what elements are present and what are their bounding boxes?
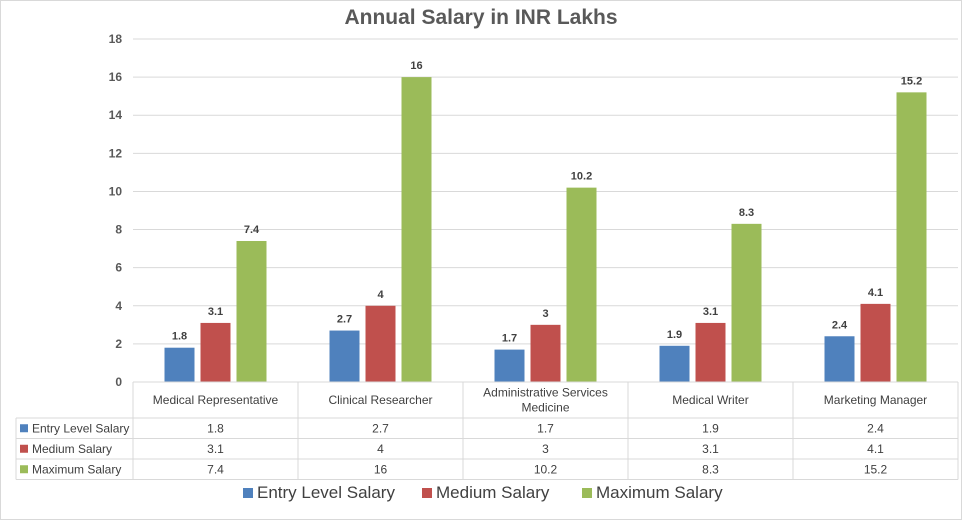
table-row-label: Medium Salary	[32, 442, 112, 456]
x-category-label: Medical Representative	[153, 393, 279, 407]
data-label: 7.4	[244, 224, 260, 236]
data-label: 1.8	[172, 331, 187, 343]
data-label: 1.9	[667, 329, 682, 341]
table-cell: 2.4	[867, 421, 884, 435]
data-label: 10.2	[571, 171, 592, 183]
data-label: 3	[542, 308, 548, 320]
x-category-label: Marketing Manager	[824, 393, 927, 407]
data-label: 16	[410, 60, 422, 72]
bar-medium-salary	[530, 324, 561, 382]
bar-medium-salary	[695, 322, 726, 382]
y-tick-label: 18	[109, 32, 123, 46]
y-tick-label: 0	[115, 375, 122, 389]
table-cell: 3.1	[207, 442, 224, 456]
table-cell: 1.8	[207, 421, 224, 435]
table-cell: 3.1	[702, 442, 719, 456]
data-label: 15.2	[901, 75, 922, 87]
legend-label: Medium Salary	[436, 483, 550, 502]
y-tick-label: 4	[115, 299, 122, 313]
table-cell: 4	[377, 442, 384, 456]
y-tick-label: 10	[109, 184, 123, 198]
table-legend-key	[20, 424, 28, 433]
y-tick-label: 2	[115, 337, 122, 351]
table-cell: 7.4	[207, 462, 224, 476]
legend-swatch	[422, 488, 432, 498]
table-cell: 2.7	[372, 421, 389, 435]
table-cell: 15.2	[864, 462, 888, 476]
data-label: 4	[377, 289, 384, 301]
bar-maximum-salary	[401, 77, 432, 382]
bar-maximum-salary	[236, 240, 267, 382]
data-label: 3.1	[208, 306, 223, 318]
data-label: 2.4	[832, 319, 848, 331]
table-cell: 1.7	[537, 421, 554, 435]
x-category-label: Medicine	[521, 401, 569, 415]
table-legend-key	[20, 465, 28, 474]
y-tick-label: 16	[109, 70, 123, 84]
bar-medium-salary	[365, 305, 396, 382]
bar-entry-level-salary	[329, 330, 360, 382]
x-category-label: Medical Writer	[672, 393, 748, 407]
legend-label: Maximum Salary	[596, 483, 723, 502]
chart-title: Annual Salary in INR Lakhs	[344, 6, 618, 29]
table-row-label: Entry Level Salary	[32, 421, 129, 435]
table-cell: 3	[542, 442, 549, 456]
table-cell: 8.3	[702, 462, 719, 476]
data-label: 4.1	[868, 287, 883, 299]
y-tick-label: 6	[115, 261, 122, 275]
x-category-label: Clinical Researcher	[328, 393, 432, 407]
table-legend-key	[20, 444, 28, 453]
table-cell: 16	[374, 462, 388, 476]
legend-label: Entry Level Salary	[257, 483, 395, 502]
bar-entry-level-salary	[659, 345, 690, 382]
bar-maximum-salary	[731, 223, 762, 382]
data-label: 1.7	[502, 333, 517, 345]
bar-maximum-salary	[566, 187, 597, 382]
table-row-label: Maximum Salary	[32, 462, 121, 476]
y-tick-label: 8	[115, 223, 122, 237]
bar-maximum-salary	[896, 92, 927, 382]
table-cell: 1.9	[702, 421, 719, 435]
table-cell: 10.2	[534, 462, 558, 476]
data-label: 3.1	[703, 306, 718, 318]
legend-swatch	[582, 488, 592, 498]
bar-entry-level-salary	[494, 349, 525, 382]
bar-medium-salary	[860, 303, 891, 382]
data-label: 8.3	[739, 207, 754, 219]
x-category-label: Administrative Services	[483, 386, 608, 400]
bar-entry-level-salary	[824, 336, 855, 382]
table-cell: 4.1	[867, 442, 884, 456]
bar-entry-level-salary	[164, 347, 195, 382]
data-label: 2.7	[337, 314, 352, 326]
bar-medium-salary	[200, 322, 231, 382]
y-tick-label: 12	[109, 146, 123, 160]
y-tick-label: 14	[109, 108, 123, 122]
legend-swatch	[243, 488, 253, 498]
